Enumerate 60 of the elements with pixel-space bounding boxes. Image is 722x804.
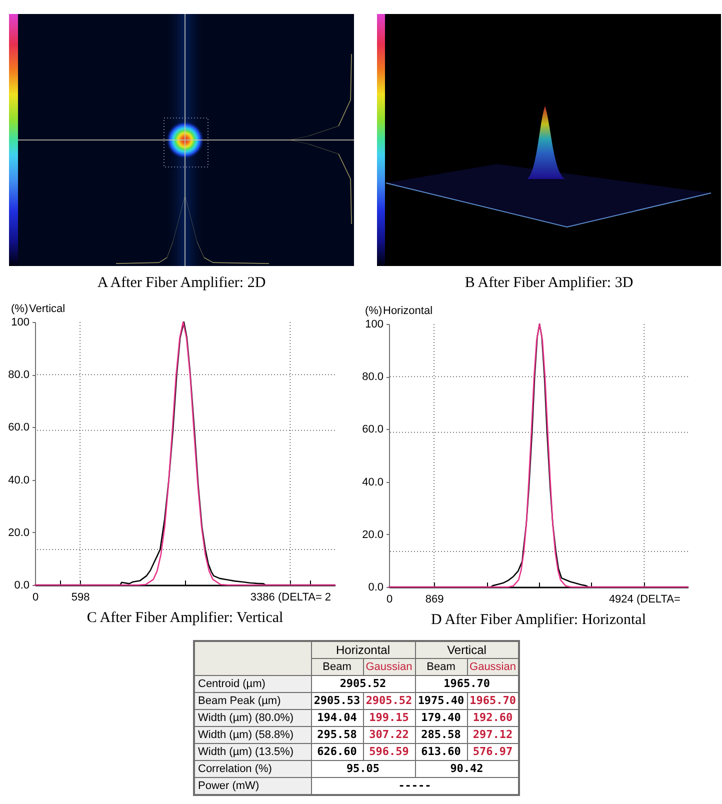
y-axis-title: (%) xyxy=(11,303,28,315)
data-label: 199.15 xyxy=(363,710,415,726)
data-label: 179.40 xyxy=(415,710,467,726)
y-tick-label: 80.0 xyxy=(362,371,384,384)
x-tick-label: 869 xyxy=(425,594,444,606)
y-tick-label: Power (mW) xyxy=(194,778,311,795)
y-tick-label: Width (µm) (58.8%) xyxy=(194,726,311,744)
y-tick-label: 20.0 xyxy=(362,528,384,541)
data-label: 307.22 xyxy=(363,726,415,744)
y-tick-label: 80.0 xyxy=(8,369,30,382)
text: C After Fiber Amplifier: Vertical xyxy=(86,610,284,626)
x-tick-label: Beam xyxy=(311,658,363,676)
y-tick-label: Correlation (%) xyxy=(194,760,311,778)
data-label: 1965.70 xyxy=(467,692,520,710)
text: Horizontal xyxy=(311,641,415,658)
data-label: 285.58 xyxy=(415,726,467,744)
text: Vertical xyxy=(415,641,520,658)
y-tick-label: 100 xyxy=(365,318,384,330)
data-label: 626.60 xyxy=(311,744,363,760)
x-tick-label: Gaussian xyxy=(363,658,415,676)
data-label: 613.60 xyxy=(415,744,467,760)
x-tick-label: 3386 (DELTA= 2 xyxy=(250,592,332,604)
data-label: 295.58 xyxy=(311,726,363,744)
y-tick-label: 40.0 xyxy=(362,476,384,488)
data-label: 596.59 xyxy=(363,744,415,760)
data-label: 2905.53 xyxy=(311,692,363,710)
data-label: 576.97 xyxy=(467,744,520,760)
x-tick-label: 0 xyxy=(386,594,393,606)
data-label: 95.05 xyxy=(311,760,415,778)
x-tick-label: Beam xyxy=(415,658,467,676)
y-tick-label: 100 xyxy=(11,316,30,328)
y-tick-label: 40.0 xyxy=(8,474,30,486)
data-label: 1975.40 xyxy=(415,692,467,710)
text: B After Fiber Amplifier: 3D xyxy=(464,275,634,292)
chart-subtitle: Vertical xyxy=(29,303,66,315)
y-tick-label: 0.0 xyxy=(368,582,384,594)
y-tick-label: 60.0 xyxy=(362,424,384,436)
chart-subtitle: Horizontal xyxy=(383,305,433,317)
data-label: 90.42 xyxy=(415,760,520,778)
data-label: 1965.70 xyxy=(415,676,520,692)
data-label: 2905.52 xyxy=(363,692,415,710)
y-tick-label: 20.0 xyxy=(8,526,30,539)
text: A After Fiber Amplifier: 2D xyxy=(96,275,267,292)
y-tick-label: 60.0 xyxy=(8,422,30,434)
y-axis-title: (%) xyxy=(365,305,382,317)
y-tick-label: Beam Peak (µm) xyxy=(194,692,311,710)
text: ----- xyxy=(398,779,432,792)
data-label: 194.04 xyxy=(311,710,363,726)
data-label: 297.12 xyxy=(467,726,520,744)
x-tick-label: 0 xyxy=(32,592,39,604)
text: D After Fiber Amplifier: Horizontal xyxy=(431,612,646,628)
data-label: 192.60 xyxy=(467,710,520,726)
x-tick-label: Gaussian xyxy=(467,658,520,676)
y-tick-label: Centroid (µm) xyxy=(194,676,311,692)
y-tick-label: Width (µm) (13.5%) xyxy=(194,744,311,760)
y-tick-label: Width (µm) (80.0%) xyxy=(194,710,311,726)
x-tick-label: 4924 (DELTA= xyxy=(608,594,680,606)
x-tick-label: 598 xyxy=(71,592,90,604)
y-tick-label: 0.0 xyxy=(14,580,30,592)
data-label: 2905.52 xyxy=(311,676,415,692)
